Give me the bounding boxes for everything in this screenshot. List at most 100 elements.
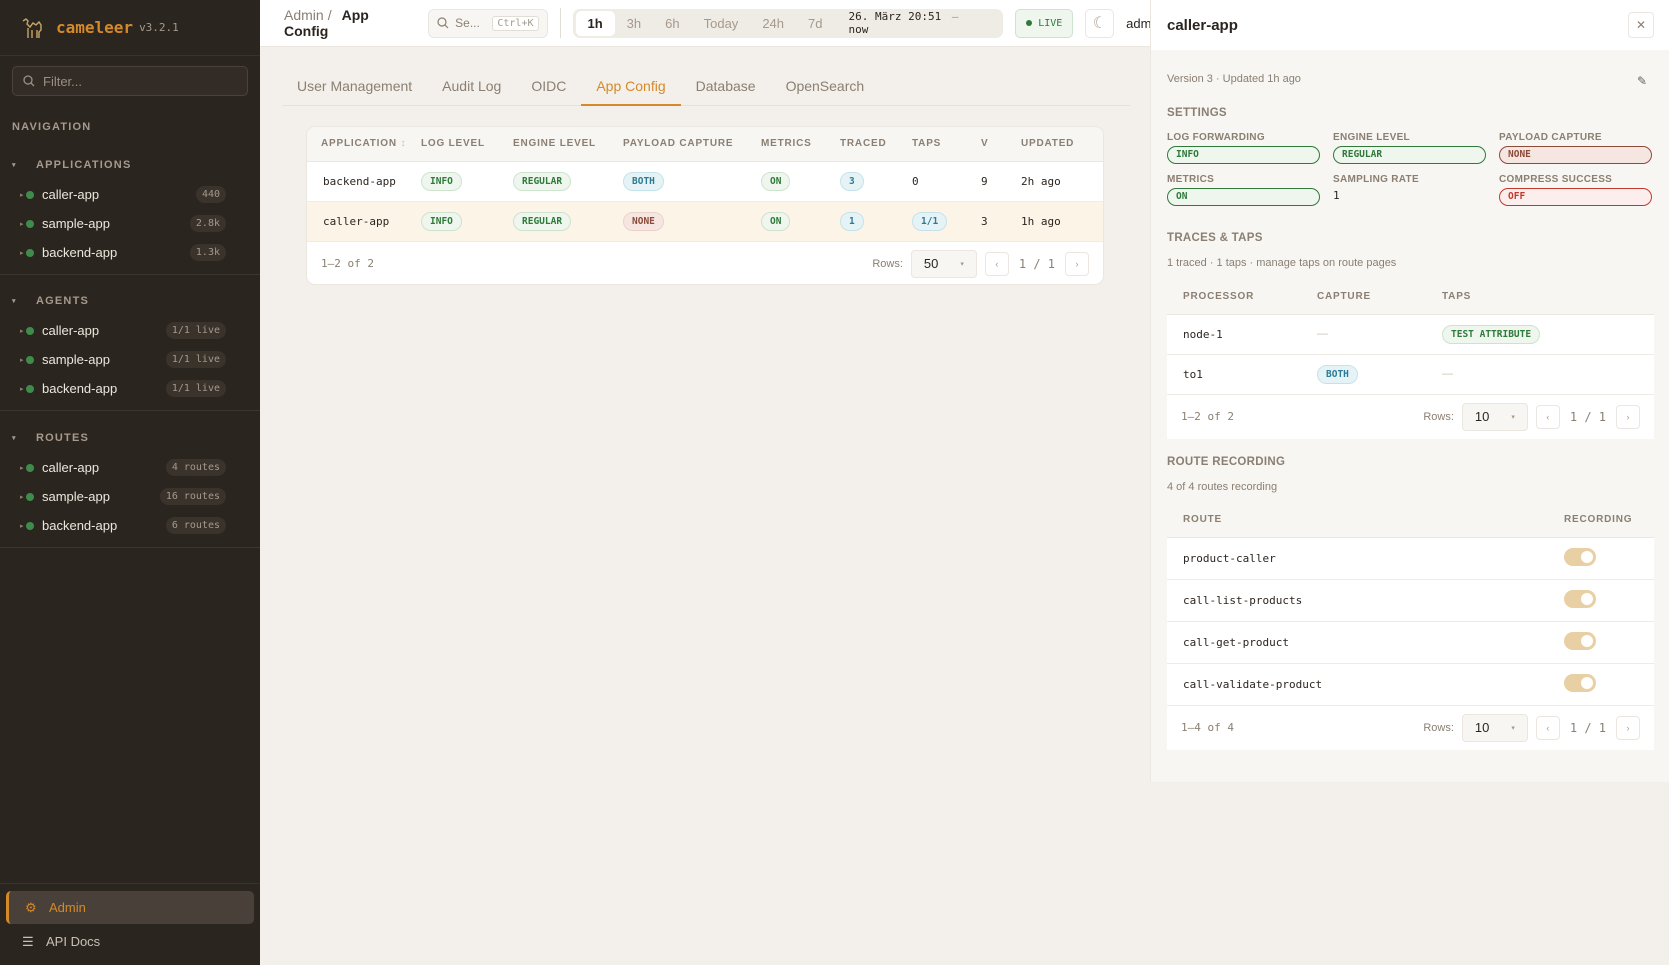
sidebar-item[interactable]: ▸ sample-app 1/1 live bbox=[0, 345, 260, 374]
routes-table-card: ROUTE RECORDING product-caller call-list-… bbox=[1167, 503, 1654, 750]
sidebar-item[interactable]: ▸ backend-app 1/1 live bbox=[0, 374, 260, 403]
divider bbox=[0, 883, 260, 884]
sidebar-item[interactable]: ▸ caller-app 4 routes bbox=[0, 453, 260, 482]
theme-toggle-moon-icon[interactable]: ☾ bbox=[1085, 8, 1115, 38]
cell-route: call-validate-product bbox=[1167, 663, 1564, 706]
prev-page-button[interactable]: ‹ bbox=[984, 251, 1009, 276]
tab-app-config[interactable]: App Config bbox=[581, 70, 681, 106]
rows-per-page-select[interactable]: 50 ▾ bbox=[910, 249, 977, 278]
tab-oidc[interactable]: OIDC bbox=[531, 78, 567, 94]
expand-caret-icon: ▸ bbox=[20, 356, 24, 364]
menu-icon: ☰ bbox=[22, 933, 34, 949]
routes-pagination: 1–4 of 4 Rows: 10 ▾ ‹ 1 / 1 › bbox=[1167, 706, 1654, 750]
range-3h[interactable]: 3h bbox=[626, 15, 642, 31]
table-row[interactable]: node-1— TEST ATTRIBUTE bbox=[1167, 314, 1654, 355]
date-separator: — bbox=[951, 10, 959, 23]
sidebar-item[interactable]: ▸ sample-app 2.8k bbox=[0, 209, 260, 238]
section-header[interactable]: ▾ AGENTS bbox=[0, 286, 260, 316]
row-summary: 1–2 of 2 bbox=[1181, 410, 1234, 423]
table-row: call-list-products bbox=[1167, 579, 1654, 622]
next-page-button[interactable]: › bbox=[1616, 404, 1640, 429]
recording-toggle[interactable] bbox=[1564, 673, 1596, 692]
field-label: SAMPLING RATE bbox=[1333, 174, 1419, 185]
tab-audit-log[interactable]: Audit Log bbox=[442, 78, 502, 94]
item-badge: 4 routes bbox=[165, 459, 226, 476]
col-taps: TAPS bbox=[1442, 280, 1654, 315]
setting-engine-level: ENGINE LEVEL REGULAR bbox=[1333, 132, 1499, 164]
expand-caret-icon: ▸ bbox=[20, 220, 24, 228]
field-label: LOG FORWARDING bbox=[1167, 132, 1265, 143]
app-name: cameleer bbox=[56, 18, 134, 37]
sidebar-item[interactable]: ▸ backend-app 1.3k bbox=[0, 238, 260, 267]
search-button[interactable]: Se... Ctrl+K bbox=[428, 8, 548, 38]
table-row[interactable]: to1 BOTH — bbox=[1167, 354, 1654, 395]
user-menu[interactable]: admin bbox=[1126, 15, 1150, 31]
breadcrumb-admin[interactable]: Admin bbox=[284, 7, 324, 23]
table-row: call-validate-product bbox=[1167, 663, 1654, 706]
expand-caret-icon: ▸ bbox=[20, 191, 24, 199]
chevron-down-icon: ▾ bbox=[1511, 724, 1515, 732]
setting-payload-capture: PAYLOAD CAPTURE NONE bbox=[1499, 132, 1657, 164]
cell-capture: — bbox=[1317, 314, 1442, 355]
col-updated: UPDATED bbox=[1021, 127, 1103, 162]
edit-pencil-icon[interactable]: ✎ bbox=[1636, 74, 1647, 88]
col-application[interactable]: APPLICATION ↕ bbox=[307, 127, 421, 162]
setting-compress-success: COMPRESS SUCCESS OFF bbox=[1499, 174, 1657, 206]
section-title: APPLICATIONS bbox=[36, 159, 132, 171]
table-header: APPLICATION ↕ LOG LEVEL ENGINE LEVEL PAY… bbox=[307, 127, 1103, 162]
sidebar-item[interactable]: ▸ sample-app 16 routes bbox=[0, 482, 260, 511]
rows-per-page-select[interactable]: 10 ▾ bbox=[1461, 402, 1528, 431]
prev-page-button[interactable]: ‹ bbox=[1535, 404, 1560, 429]
sidebar-filter-input[interactable]: Filter... bbox=[12, 66, 248, 96]
section-header[interactable]: ▾ APPLICATIONS bbox=[0, 150, 260, 180]
next-page-button[interactable]: › bbox=[1065, 251, 1089, 276]
tab-database[interactable]: Database bbox=[695, 78, 756, 94]
table-row-selected[interactable]: caller-app INFO REGULAR NONE ON 1 1/1 3 … bbox=[307, 201, 1103, 242]
status-dot bbox=[26, 355, 34, 364]
recording-toggle[interactable] bbox=[1564, 547, 1596, 566]
field-label: ENGINE LEVEL bbox=[1333, 132, 1410, 143]
expand-caret-icon: ▸ bbox=[20, 249, 24, 257]
range-today[interactable]: Today bbox=[703, 15, 739, 31]
expand-caret-icon: ▸ bbox=[20, 385, 24, 393]
live-toggle[interactable]: LIVE bbox=[1015, 8, 1074, 38]
cell-processor: node-1 bbox=[1167, 314, 1317, 355]
recording-toggle[interactable] bbox=[1564, 589, 1596, 608]
collapse-caret-icon: ▾ bbox=[12, 298, 17, 305]
range-6h[interactable]: 6h bbox=[665, 15, 680, 31]
tab-opensearch[interactable]: OpenSearch bbox=[785, 78, 865, 94]
sidebar-item[interactable]: ▸ caller-app 1/1 live bbox=[0, 316, 260, 345]
col-label: APPLICATION bbox=[321, 138, 397, 150]
col-metrics: METRICS bbox=[761, 127, 840, 162]
app-logo[interactable]: cameleer v3.2.1 bbox=[0, 0, 260, 56]
traces-subtitle: 1 traced · 1 taps · manage taps on route… bbox=[1167, 257, 1397, 269]
traces-table: PROCESSOR CAPTURE TAPS node-1— TEST ATTRIBU… bbox=[1167, 280, 1654, 395]
sidebar-item[interactable]: ▸ caller-app 440 bbox=[0, 180, 260, 209]
recording-toggle[interactable] bbox=[1564, 631, 1596, 650]
range-24h[interactable]: 24h bbox=[762, 15, 785, 31]
item-label: sample-app bbox=[42, 352, 110, 367]
next-page-button[interactable]: › bbox=[1616, 715, 1640, 740]
rows-label: Rows: bbox=[1423, 721, 1454, 734]
close-button[interactable]: ✕ bbox=[1628, 12, 1654, 38]
section-header[interactable]: ▾ ROUTES bbox=[0, 423, 260, 453]
engine-level-badge: REGULAR bbox=[513, 171, 572, 191]
range-7d[interactable]: 7d bbox=[808, 15, 823, 31]
sidebar-item[interactable]: ▸ backend-app 6 routes bbox=[0, 511, 260, 540]
date-range[interactable]: 26. März 20:51 — now bbox=[848, 10, 986, 36]
tab-user-management[interactable]: User Management bbox=[297, 78, 413, 94]
tap-badge[interactable]: TEST ATTRIBUTE bbox=[1442, 324, 1541, 344]
rows-per-page-select[interactable]: 10 ▾ bbox=[1461, 713, 1528, 742]
table-row[interactable]: backend-app INFO REGULAR BOTH ON 3 0 9 2… bbox=[307, 161, 1103, 202]
prev-page-button[interactable]: ‹ bbox=[1535, 715, 1560, 740]
page-indicator: 1 / 1 bbox=[1569, 720, 1606, 735]
sidebar-item-admin[interactable]: ⚙ Admin bbox=[6, 891, 254, 924]
range-1h[interactable]: 1h bbox=[575, 10, 615, 36]
rows-value: 10 bbox=[1474, 720, 1490, 735]
cell-route: product-caller bbox=[1167, 537, 1564, 580]
sidebar-section-agents: ▾ AGENTS ▸ caller-app 1/1 live ▸ sample-app 1… bbox=[0, 286, 260, 411]
collapse-caret-icon: ▾ bbox=[12, 435, 17, 442]
row-summary: 1–2 of 2 bbox=[321, 257, 374, 270]
col-taps: TAPS bbox=[912, 127, 981, 162]
sidebar-item-api-docs[interactable]: ☰ API Docs bbox=[6, 925, 254, 958]
